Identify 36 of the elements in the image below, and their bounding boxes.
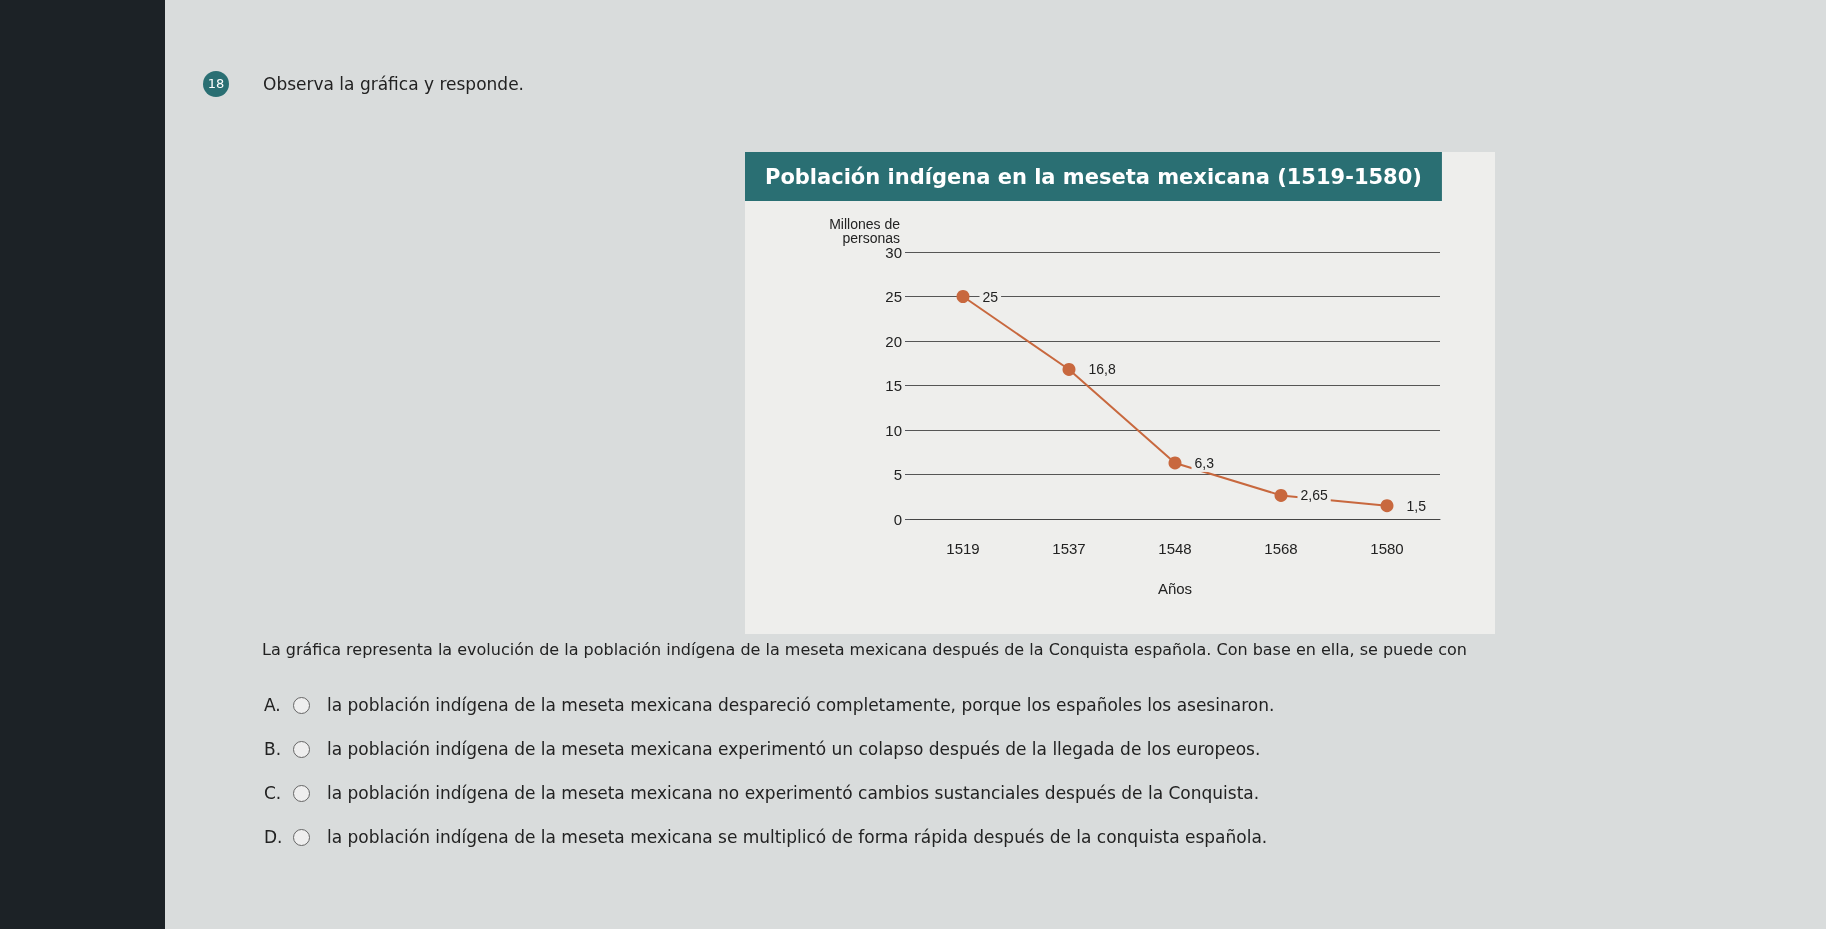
text: la población indígena de la meseta mexicana no experimentó cambios sustanciales después de la Conquista. bbox=[327, 783, 1260, 803]
point bbox=[956, 290, 970, 303]
text: C. bbox=[264, 783, 282, 803]
point bbox=[1062, 362, 1076, 376]
y-tick-label: 20 bbox=[885, 332, 902, 350]
text: B. bbox=[264, 739, 282, 759]
text: A. bbox=[264, 695, 281, 715]
y-tick-label: 25 bbox=[885, 288, 902, 305]
text: Observa la gráfica y responde. bbox=[263, 74, 524, 94]
y-tick-label: 5 bbox=[893, 466, 902, 483]
text: la población indígena de la meseta mexicana despareció completamente, porque los españoles los asesinaron. bbox=[327, 695, 1275, 715]
point bbox=[1274, 488, 1288, 502]
y-tick-label: 10 bbox=[885, 421, 902, 439]
text: La gráfica representa la evolución de la población indígena de la meseta mexicana después de la Conquista española. Con base en ella, se puede con bbox=[262, 640, 1467, 659]
chart-title: Población indígena en la meseta mexicana (1519-1580) bbox=[765, 164, 1422, 189]
point bbox=[1168, 456, 1182, 470]
data-label: 1,5 bbox=[1406, 497, 1427, 514]
x-tick-label: 1568 bbox=[1264, 540, 1298, 557]
text: 18 bbox=[203, 71, 229, 97]
y-axis-title: Millones de personas bbox=[829, 215, 901, 246]
y-tick-label: 30 bbox=[885, 243, 902, 261]
data-label: 6,3 bbox=[1194, 454, 1215, 471]
x-tick-label: 1548 bbox=[1158, 540, 1192, 557]
data-label: 16,8 bbox=[1088, 361, 1116, 378]
y-tick-label: 0 bbox=[893, 510, 902, 528]
point bbox=[1380, 499, 1394, 513]
data-label: 25 bbox=[982, 288, 999, 305]
x-axis-title: Años bbox=[1157, 580, 1193, 597]
text: la población indígena de la meseta mexicana se multiplicó de forma rápida después de la conquista española. bbox=[327, 827, 1268, 847]
x-tick-label: 1580 bbox=[1370, 540, 1404, 557]
text: D. bbox=[264, 827, 283, 847]
x-tick-label: 1519 bbox=[946, 540, 980, 557]
x-tick-label: 1537 bbox=[1052, 540, 1086, 557]
data-label: 2,65 bbox=[1300, 487, 1328, 504]
y-tick-label: 15 bbox=[885, 377, 902, 394]
text: la población indígena de la meseta mexicana experimentó un colapso después de la llegada de los europeos. bbox=[327, 739, 1261, 759]
